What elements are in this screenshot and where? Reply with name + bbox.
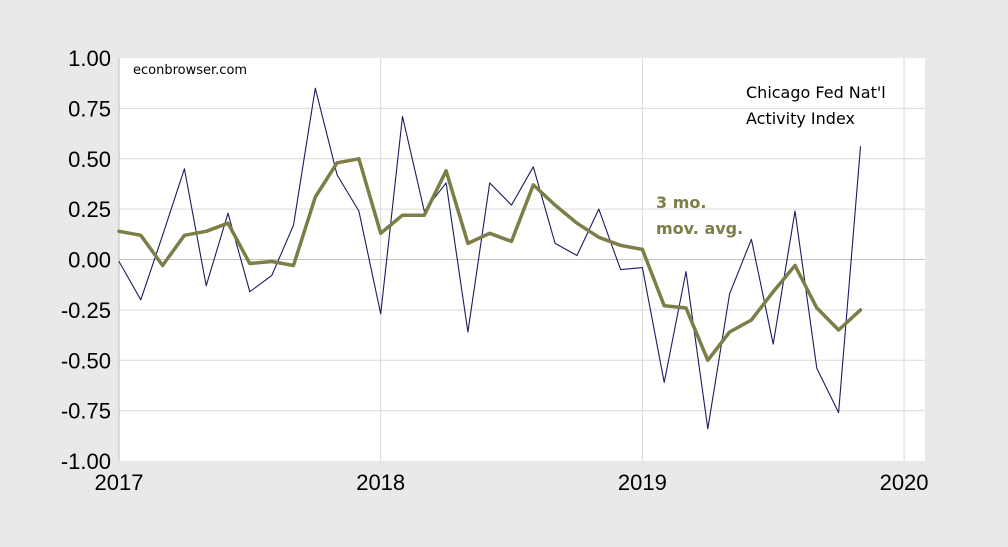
grid xyxy=(119,58,925,461)
avg-label-line2: mov. avg. xyxy=(656,219,743,238)
x-tick-label: 2017 xyxy=(95,470,144,495)
y-tick-label: -0.75 xyxy=(61,399,111,424)
avg-label-line1: 3 mo. xyxy=(656,193,706,212)
y-tick-label: 0.25 xyxy=(68,197,111,222)
y-tick-label: 0.00 xyxy=(68,248,111,273)
x-tick-label: 2019 xyxy=(618,470,667,495)
axes: 1.00 0.75 0.50 0.25 0.00 -0.25 -0.50 -0.75 -1.00… xyxy=(61,46,929,495)
x-tick-label: 2020 xyxy=(880,470,929,495)
source-watermark: econbrowser.com xyxy=(133,63,247,78)
index-label-line1: Chicago Fed Nat'l xyxy=(746,83,886,102)
y-tick-label: -0.50 xyxy=(61,348,111,373)
series-line-index xyxy=(118,87,862,430)
y-tick-label: -1.00 xyxy=(61,449,111,474)
series-layer xyxy=(117,87,863,430)
y-tick-label: 1.00 xyxy=(68,46,111,71)
y-tick-label: 0.50 xyxy=(68,147,111,172)
x-tick-label: 2018 xyxy=(356,470,405,495)
y-tick-label: -0.25 xyxy=(61,298,111,323)
series-line-avg xyxy=(117,157,863,363)
y-tick-label: 0.75 xyxy=(68,96,111,121)
index-label-line2: Activity Index xyxy=(746,109,855,128)
